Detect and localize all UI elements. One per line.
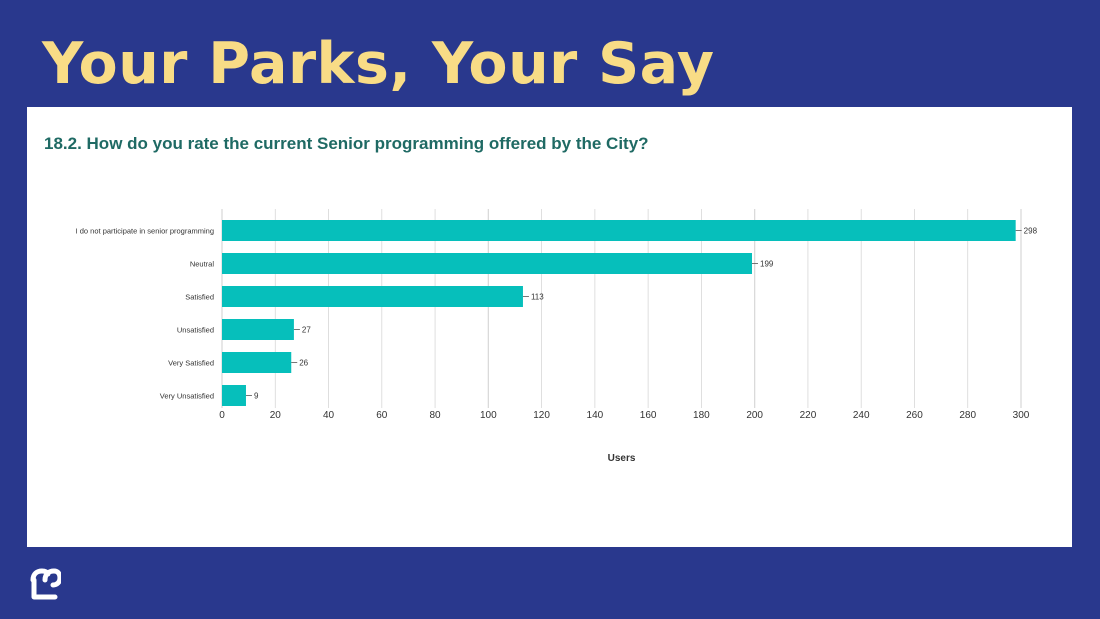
value-label: 113 [531,293,544,302]
bar [222,286,523,307]
category-label: Very Satisfied [168,359,214,368]
value-label: 27 [302,326,311,335]
x-tick-label: 40 [323,410,335,421]
bar [222,385,246,406]
category-label: Unsatisfied [177,326,214,335]
x-axis-label: Users [608,453,636,464]
x-tick-label: 200 [746,410,763,421]
chart-grid [221,209,1022,408]
chart-value-labels: 298 199 113 27 26 9 [245,227,1038,401]
x-tick-label: 300 [1013,410,1030,421]
category-label: Satisfied [185,293,214,302]
city-logo-icon [30,568,61,600]
x-tick-label: 100 [480,410,497,421]
category-label: I do not participate in senior programmi… [76,227,214,236]
bar [222,253,753,274]
bar [222,319,294,340]
x-tick-label: 260 [906,410,923,421]
x-tick-label: 80 [430,410,442,421]
x-tick-label: 0 [219,410,225,421]
x-tick-label: 240 [853,410,870,421]
chart-x-ticks: 0 20 40 60 80 100 120 140 160 180 200 220 240 260 280 3… [219,410,1030,421]
value-label: 199 [760,260,774,269]
chart-category-labels: I do not participate in senior programmi… [76,227,215,401]
question-title: 18.2. How do you rate the current Senior… [44,134,649,153]
x-tick-label: 160 [640,410,657,421]
category-label: Neutral [190,260,215,269]
value-label: 9 [254,392,259,401]
value-label: 26 [299,359,308,368]
bar [222,220,1016,241]
x-tick-label: 140 [587,410,604,421]
chart-bars [222,220,1016,406]
x-tick-label: 280 [959,410,976,421]
logo-right-loop [42,568,61,588]
category-label: Very Unsatisfied [160,392,214,401]
bar [222,352,292,373]
chart-card: I do not participate in senior programmi… [27,107,1072,547]
x-tick-label: 180 [693,410,710,421]
logo-base [31,577,58,600]
x-tick-label: 220 [800,410,817,421]
x-tick-label: 120 [533,410,550,421]
slide-title: Your Parks, Your Say [42,31,715,97]
x-tick-label: 20 [270,410,282,421]
x-tick-label: 60 [376,410,388,421]
bar-chart: I do not participate in senior programmi… [76,209,1038,464]
value-label: 298 [1024,227,1038,236]
